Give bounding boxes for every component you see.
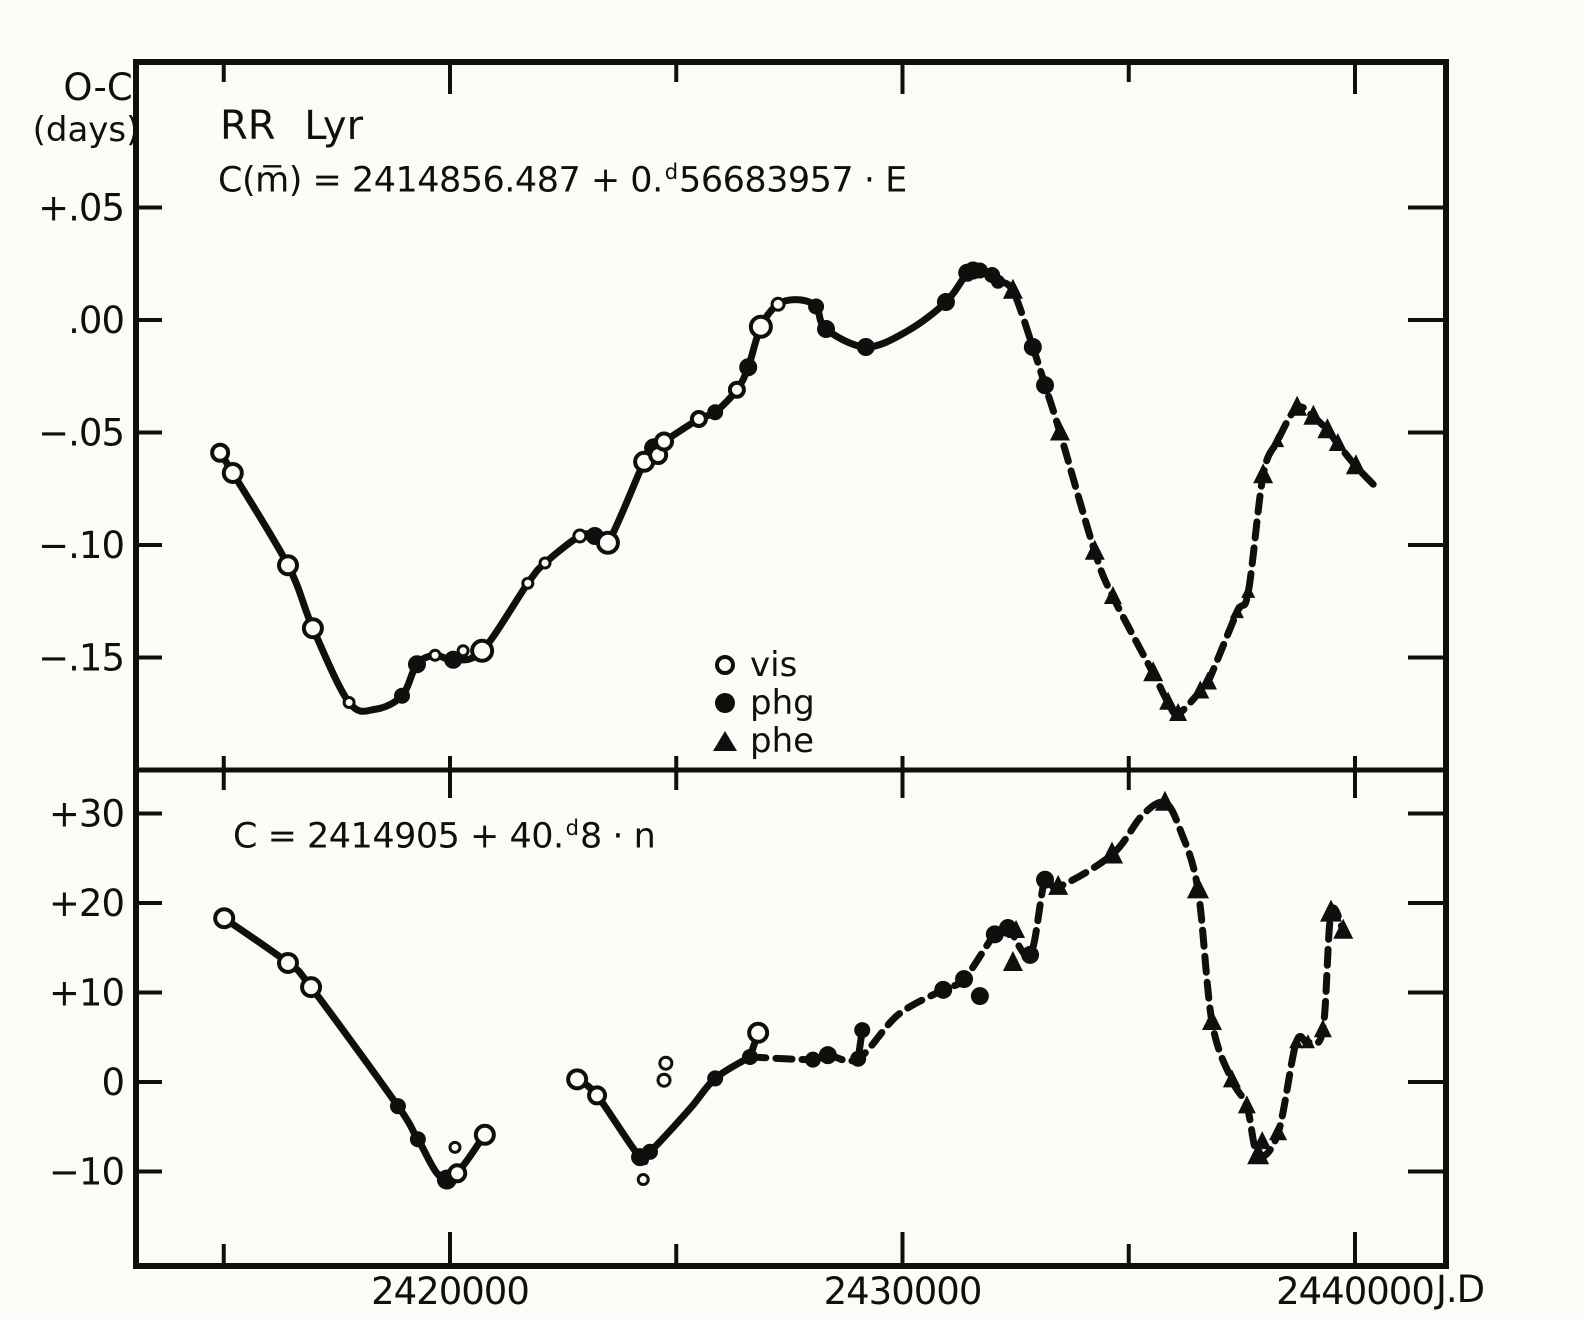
svg-text:−.10: −.10 <box>38 524 124 567</box>
legend-row-vis: vis <box>708 645 815 685</box>
y-axis-title-line1: O-C <box>63 66 133 109</box>
legend-label-vis: vis <box>750 645 798 685</box>
x-axis-unit-label: J.D <box>1436 1268 1485 1311</box>
filled-triangle-icon <box>713 731 737 751</box>
star-name-title: RR Lyr <box>220 103 364 149</box>
svg-text:2440000: 2440000 <box>1276 1270 1434 1313</box>
svg-text:−.05: −.05 <box>38 412 124 455</box>
primary-ephemeris-formula: C(m̅) = 2414856.487 + 0.d56683957 · E <box>218 160 907 201</box>
svg-text:0: 0 <box>101 1061 124 1104</box>
formula1-post: 56683957 · E <box>679 160 907 201</box>
formula1-superscript-d: d <box>664 160 679 184</box>
open-circle-icon <box>715 655 735 675</box>
secondary-ephemeris-formula: C = 2414905 + 40.d8 · n <box>233 816 656 857</box>
legend: vis phg phe <box>708 645 815 761</box>
y-axis-title-line2: (days) <box>32 110 140 150</box>
svg-text:+30: +30 <box>49 793 124 836</box>
legend-label-phe: phe <box>750 721 815 761</box>
legend-row-phg: phg <box>708 683 815 723</box>
legend-label-phg: phg <box>750 683 815 723</box>
svg-text:−.15: −.15 <box>38 637 124 680</box>
formula2-superscript-d: d <box>565 816 579 840</box>
svg-text:+10: +10 <box>49 972 124 1015</box>
svg-text:.00: .00 <box>68 299 124 342</box>
formula2-pre: C = 2414905 + 40. <box>233 816 564 857</box>
svg-text:2430000: 2430000 <box>824 1270 982 1313</box>
svg-text:+20: +20 <box>49 882 124 925</box>
formula2-post: 8 · n <box>579 816 656 857</box>
svg-text:+.05: +.05 <box>38 187 124 230</box>
legend-row-phe: phe <box>708 721 815 761</box>
svg-text:2420000: 2420000 <box>371 1270 529 1313</box>
filled-circle-icon <box>715 693 735 713</box>
formula1-pre: C(m̅) = 2414856.487 + 0. <box>218 160 663 201</box>
svg-text:−10: −10 <box>49 1151 124 1194</box>
